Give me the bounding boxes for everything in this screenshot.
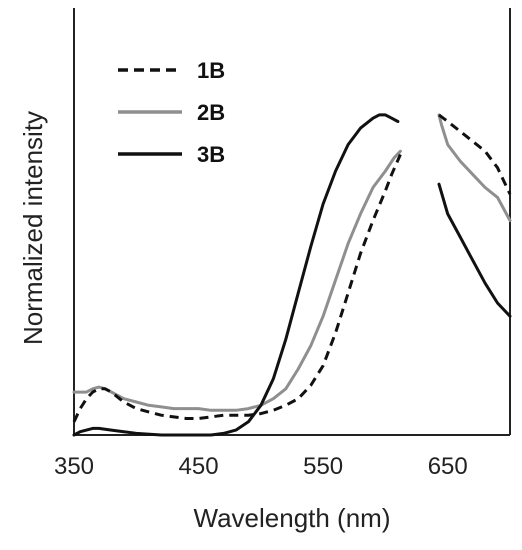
axes bbox=[73, 8, 511, 436]
x-tick-label: 450 bbox=[179, 453, 219, 480]
x-axis-title: Wavelength (nm) bbox=[194, 503, 391, 533]
x-tick-label: 650 bbox=[428, 453, 468, 480]
series-line-3B bbox=[437, 182, 512, 318]
legend-label-2B: 2B bbox=[197, 100, 225, 125]
x-tick-label: 550 bbox=[303, 453, 343, 480]
series-line-3B bbox=[72, 113, 400, 437]
legend-label-1B: 1B bbox=[197, 58, 225, 83]
x-ticks: 350 450 550 650 bbox=[54, 453, 468, 480]
y-axis-title: Normalized intensity bbox=[18, 111, 48, 345]
series-line-2B bbox=[437, 113, 512, 222]
series-lines bbox=[72, 113, 512, 437]
x-tick-label: 350 bbox=[54, 453, 94, 480]
legend-label-3B: 3B bbox=[197, 142, 225, 167]
legend: 1B 2B 3B bbox=[118, 58, 225, 167]
series-line-1B bbox=[438, 113, 512, 195]
series-line-2B bbox=[72, 149, 402, 412]
series-line-1B bbox=[72, 153, 402, 423]
